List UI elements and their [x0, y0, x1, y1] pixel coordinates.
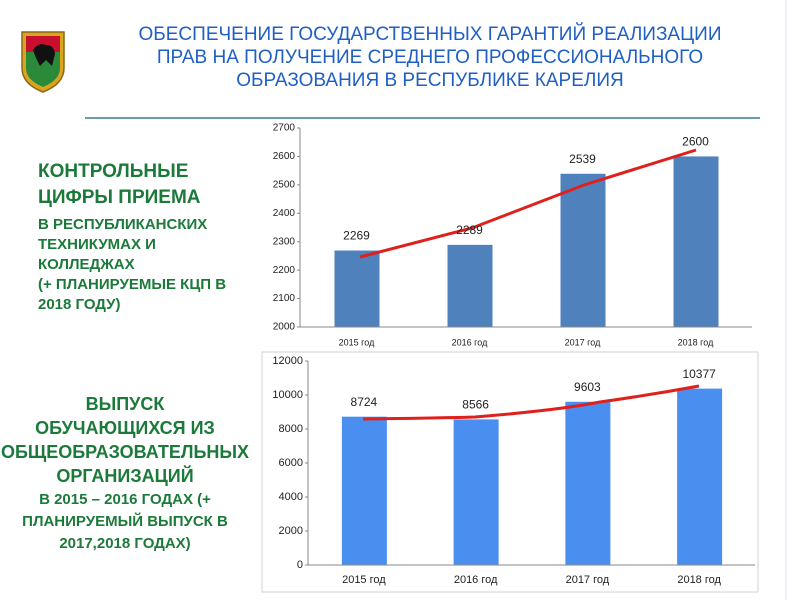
- y-tick-label: 6000: [279, 457, 303, 469]
- y-tick-label: 2300: [273, 236, 296, 247]
- y-tick-label: 2000: [273, 322, 296, 333]
- x-tick-label: 2017 год: [565, 337, 601, 347]
- y-tick-label: 2500: [273, 179, 296, 190]
- x-tick-label: 2016 год: [454, 574, 498, 586]
- caption: 2017,2018 ГОДАХ): [59, 535, 190, 552]
- data-label: 2600: [682, 135, 709, 149]
- bar: [447, 244, 493, 327]
- data-label: 2269: [343, 229, 370, 243]
- caption: ОБЩЕОБРАЗОВАТЕЛЬНЫХ: [1, 442, 249, 462]
- slide-title: ОБРАЗОВАНИЯ В РЕСПУБЛИКЕ КАРЕЛИЯ: [236, 70, 624, 91]
- y-tick-label: 2100: [273, 293, 296, 304]
- caption: В РЕСПУБЛИКАНСКИХ: [38, 216, 207, 233]
- bar: [453, 419, 499, 565]
- trend-line: [362, 384, 700, 421]
- data-label: 8566: [462, 398, 489, 412]
- x-tick-label: 2015 год: [342, 574, 386, 586]
- x-tick-label: 2017 год: [566, 574, 610, 586]
- caption: ОБУЧАЮЩИХСЯ ИЗ: [35, 418, 215, 438]
- y-tick-label: 4000: [279, 491, 303, 503]
- caption: КОЛЛЕДЖАХ: [38, 256, 135, 273]
- y-tick-label: 0: [297, 559, 303, 571]
- y-tick-label: 8000: [279, 423, 303, 435]
- data-label: 2289: [456, 223, 483, 237]
- x-tick-label: 2018 год: [677, 574, 721, 586]
- data-label: 10377: [682, 367, 716, 381]
- data-label: 2539: [569, 152, 596, 166]
- x-tick-label: 2018 год: [678, 337, 714, 347]
- data-label: 8724: [351, 395, 378, 409]
- bar: [334, 250, 380, 327]
- data-label: 9603: [574, 380, 601, 394]
- slide-title: ПРАВ НА ПОЛУЧЕНИЕ СРЕДНЕГО ПРОФЕССИОНАЛЬ…: [157, 47, 703, 68]
- x-tick-label: 2016 год: [452, 337, 488, 347]
- bar: [560, 173, 606, 327]
- caption: В 2015 – 2016 ГОДАХ (+: [39, 491, 211, 508]
- caption: ТЕХНИКУМАХ И: [38, 236, 156, 253]
- y-tick-label: 10000: [272, 389, 303, 401]
- y-tick-label: 12000: [272, 355, 303, 367]
- caption: ОРГАНИЗАЦИЙ: [56, 465, 193, 486]
- bar: [565, 401, 611, 565]
- slide-title: ОБЕСПЕЧЕНИЕ ГОСУДАРСТВЕННЫХ ГАРАНТИЙ РЕА…: [139, 23, 722, 45]
- chart-frame: [261, 351, 759, 593]
- bar: [673, 156, 719, 327]
- caption: ВЫПУСК: [86, 394, 166, 414]
- y-tick-label: 2200: [273, 265, 296, 276]
- bar: [677, 388, 723, 565]
- caption: (+ ПЛАНИРУЕМЫЕ КЦП В: [38, 276, 226, 293]
- trend-line: [359, 148, 697, 259]
- y-tick-label: 2600: [273, 151, 296, 162]
- logo: [21, 31, 65, 93]
- y-tick-label: 2400: [273, 208, 296, 219]
- caption: ЦИФРЫ ПРИЕМА: [38, 187, 201, 208]
- y-tick-label: 2700: [273, 123, 296, 134]
- bar: [341, 416, 387, 565]
- caption: ПЛАНИРУЕМЫЙ ВЫПУСК В: [22, 512, 228, 530]
- y-tick-label: 2000: [279, 525, 303, 537]
- x-tick-label: 2015 год: [339, 337, 375, 347]
- caption: 2018 ГОДУ): [38, 296, 121, 313]
- caption: КОНТРОЛЬНЫЕ: [38, 161, 188, 182]
